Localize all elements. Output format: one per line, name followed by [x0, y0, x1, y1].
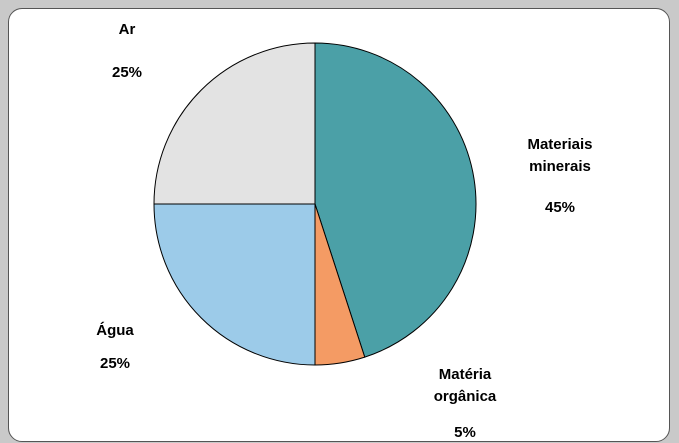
- pie-slice: [314, 42, 477, 358]
- slice-label: Matéria orgânica: [433, 366, 497, 405]
- slice-label: Materiais minerais: [527, 136, 593, 175]
- slice-label: Ar: [118, 21, 136, 38]
- value-label: 25%: [99, 355, 131, 372]
- pie-slice: [153, 42, 316, 205]
- value-label: 5%: [454, 424, 476, 441]
- pie-slice: [153, 203, 316, 366]
- value-label: 25%: [111, 64, 143, 81]
- value-label: 45%: [544, 199, 576, 216]
- slice-label: Água: [96, 322, 134, 339]
